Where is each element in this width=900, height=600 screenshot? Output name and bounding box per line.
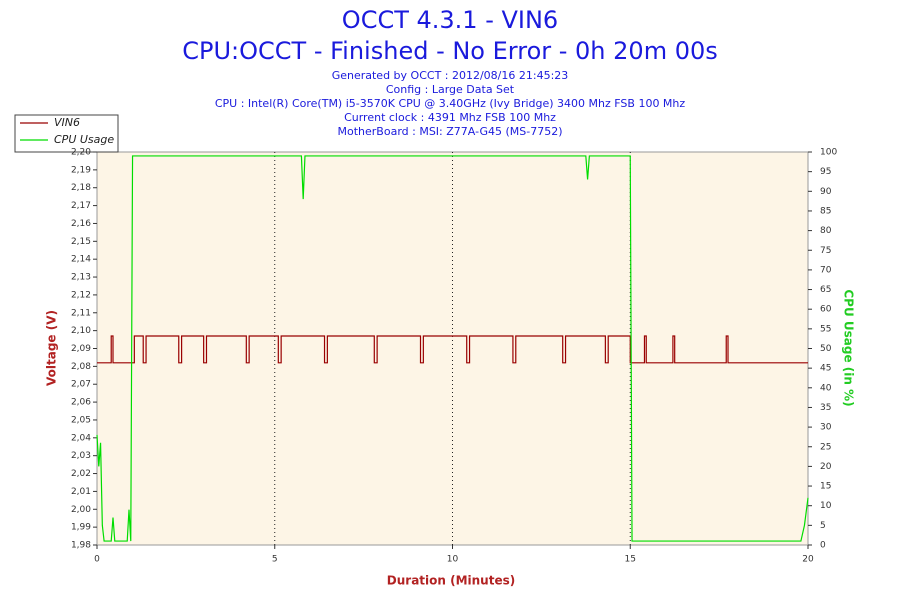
y-tick-label: 2,01 bbox=[71, 487, 91, 497]
y2-tick-label: 80 bbox=[820, 226, 832, 236]
y-tick-label: 2,16 bbox=[71, 219, 91, 229]
chart-subtitle: CPU:OCCT - Finished - No Error - 0h 20m … bbox=[182, 37, 718, 65]
info-line: Config : Large Data Set bbox=[386, 83, 515, 96]
series-line bbox=[97, 335, 808, 364]
y2-tick-label: 95 bbox=[820, 167, 831, 177]
y-tick-label: 2,18 bbox=[71, 183, 91, 193]
y-tick-label: 2,19 bbox=[71, 165, 91, 175]
x-axis-label: Duration (Minutes) bbox=[387, 574, 515, 588]
info-line: MotherBoard : MSI: Z77A-G45 (MS-7752) bbox=[338, 125, 563, 138]
series-line bbox=[96, 155, 809, 542]
y-tick-label: 2,14 bbox=[71, 255, 91, 265]
info-line: CPU : Intel(R) Core(TM) i5-3570K CPU @ 3… bbox=[215, 97, 686, 110]
x-tick-label: 20 bbox=[802, 555, 814, 565]
y2-tick-label: 65 bbox=[820, 285, 831, 295]
y-tick-label: 2,11 bbox=[71, 308, 91, 318]
y-tick-label: 2,00 bbox=[71, 505, 91, 515]
y-tick-label: 1,98 bbox=[71, 541, 91, 551]
x-tick-label: 15 bbox=[625, 555, 636, 565]
y2-tick-label: 55 bbox=[820, 324, 831, 334]
y-tick-label: 2,09 bbox=[71, 344, 91, 354]
x-tick-label: 5 bbox=[272, 555, 278, 565]
legend-label: CPU Usage bbox=[54, 133, 114, 146]
y-tick-label: 1,99 bbox=[71, 523, 91, 533]
legend-label: VIN6 bbox=[54, 116, 80, 129]
y2-tick-label: 75 bbox=[820, 246, 831, 256]
y-tick-label: 2,08 bbox=[71, 362, 91, 372]
y-tick-label: 2,03 bbox=[71, 451, 91, 461]
y-tick-label: 2,15 bbox=[71, 237, 91, 247]
chart-title: OCCT 4.3.1 - VIN6 bbox=[342, 6, 558, 34]
y2-axis-label: CPU Usage (in %) bbox=[842, 289, 856, 406]
legend bbox=[14, 114, 119, 153]
y2-tick-label: 60 bbox=[820, 305, 832, 315]
y-tick-label: 2,17 bbox=[71, 201, 91, 211]
y2-tick-label: 20 bbox=[820, 462, 832, 472]
y-tick-label: 2,05 bbox=[71, 415, 91, 425]
x-tick-label: 0 bbox=[94, 555, 100, 565]
y-tick-label: 2,13 bbox=[71, 273, 91, 283]
y2-tick-label: 100 bbox=[820, 148, 837, 158]
y-tick-label: 2,20 bbox=[71, 148, 91, 158]
y-tick-label: 2,02 bbox=[71, 469, 91, 479]
y2-tick-label: 85 bbox=[820, 206, 831, 216]
info-line: Generated by OCCT : 2012/08/16 21:45:23 bbox=[332, 69, 569, 82]
y2-tick-label: 50 bbox=[820, 344, 832, 354]
y2-tick-label: 0 bbox=[820, 541, 826, 551]
y2-tick-label: 70 bbox=[820, 265, 832, 275]
y-tick-label: 2,12 bbox=[71, 290, 91, 300]
y2-tick-label: 90 bbox=[820, 187, 832, 197]
y2-tick-label: 25 bbox=[820, 442, 831, 452]
y2-tick-label: 10 bbox=[820, 501, 832, 511]
y2-tick-label: 30 bbox=[820, 423, 832, 433]
x-tick-label: 10 bbox=[447, 555, 459, 565]
y-tick-label: 2,04 bbox=[71, 433, 91, 443]
y-tick-label: 2,10 bbox=[71, 326, 91, 336]
y2-tick-label: 15 bbox=[820, 482, 831, 492]
y2-tick-label: 35 bbox=[820, 403, 831, 413]
info-line: Current clock : 4391 Mhz FSB 100 Mhz bbox=[344, 111, 556, 124]
y2-tick-label: 45 bbox=[820, 364, 831, 374]
y2-tick-label: 5 bbox=[820, 521, 826, 531]
y-axis-label: Voltage (V) bbox=[45, 310, 59, 386]
y-tick-label: 2,06 bbox=[71, 398, 91, 408]
y-tick-label: 2,07 bbox=[71, 380, 91, 390]
y2-tick-label: 40 bbox=[820, 383, 832, 393]
